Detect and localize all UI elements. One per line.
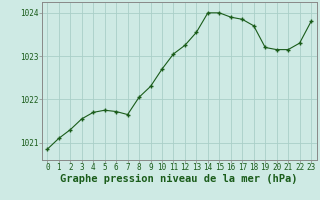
X-axis label: Graphe pression niveau de la mer (hPa): Graphe pression niveau de la mer (hPa) [60, 174, 298, 184]
